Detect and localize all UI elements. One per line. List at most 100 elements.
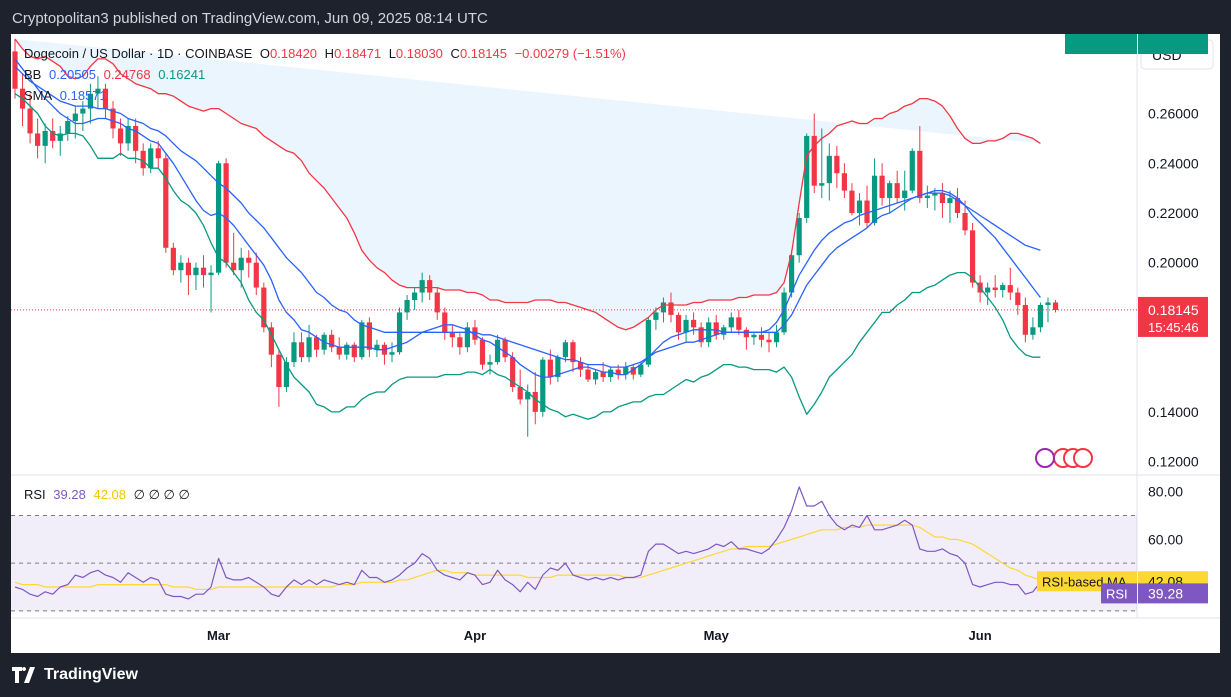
candle — [856, 193, 863, 226]
close-value: 0.18145 — [459, 46, 507, 61]
candle-body — [691, 319, 697, 328]
candle — [706, 317, 712, 348]
bb-legend[interactable]: BB 0.20505 0.24768 0.16241 — [24, 67, 209, 82]
candle-body — [638, 364, 644, 375]
candle — [140, 143, 146, 176]
candle — [932, 188, 938, 211]
bb-label: BB — [24, 67, 42, 82]
candle-body — [494, 339, 501, 363]
candle-body — [57, 133, 63, 141]
candle-body — [178, 262, 184, 271]
candle — [532, 372, 538, 425]
candle-body — [713, 322, 719, 335]
candle-body — [276, 354, 282, 387]
price-badge-value: 0.18145 — [1148, 302, 1199, 318]
candle — [110, 101, 116, 139]
candle-body — [1007, 285, 1013, 293]
candle-body — [148, 148, 154, 169]
tradingview-logo-icon — [12, 667, 38, 683]
candle — [1007, 267, 1013, 300]
grid — [11, 34, 1220, 619]
candle — [811, 113, 817, 194]
candle — [841, 163, 847, 199]
time-tick-label: Apr — [464, 628, 486, 643]
candle-body — [856, 200, 863, 213]
candle — [389, 342, 395, 363]
candle — [992, 275, 998, 298]
candle — [133, 118, 139, 164]
candle-body — [449, 332, 455, 338]
close-label: C — [450, 46, 460, 61]
candle-body — [811, 135, 817, 186]
candle-body — [50, 130, 56, 141]
candle — [1045, 297, 1051, 323]
price-badges: BB:Upper0.24768BB:Basis0.20505SMA:MA0.18… — [1035, 34, 1208, 604]
candle-body — [909, 150, 915, 191]
candle-body — [969, 230, 976, 283]
candle-body — [924, 195, 930, 199]
candle-body — [758, 334, 765, 340]
candle-body — [464, 327, 470, 348]
candle — [894, 170, 900, 204]
candle-body — [510, 357, 516, 387]
sma-line — [14, 58, 1041, 378]
publisher-bar: Cryptopolitan3 published on TradingView.… — [0, 0, 1231, 34]
candle — [864, 185, 870, 228]
rsi-badge[interactable]: RSI 39.28 — [1101, 583, 1208, 604]
bb-lower-value: 0.16241 — [158, 67, 206, 82]
price-tick-label: 0.14000 — [1148, 404, 1199, 420]
candle — [434, 287, 440, 320]
bb-lower-badge-value: 0.16241 — [1148, 34, 1199, 37]
candle-body — [27, 108, 33, 134]
candle — [766, 332, 772, 353]
candle-body — [366, 322, 372, 350]
rsi-legend[interactable]: RSI 39.28 42.08 ∅ ∅ ∅ ∅ — [24, 487, 194, 503]
candle — [902, 170, 908, 211]
candles — [12, 38, 1059, 437]
candle-body — [517, 386, 523, 400]
tradingview-brand[interactable]: TradingView — [12, 666, 138, 684]
candle-body — [117, 128, 124, 144]
candle-body — [238, 257, 244, 271]
candle-body — [645, 319, 651, 365]
candle-body — [766, 339, 772, 343]
candle-body — [434, 292, 440, 313]
candle-body — [261, 287, 267, 328]
candle — [773, 324, 780, 348]
chart-canvas[interactable]: 0.280000.260000.240000.220000.200000.140… — [11, 34, 1220, 653]
candle — [35, 118, 41, 159]
candle — [547, 349, 553, 385]
candle-body — [736, 317, 742, 330]
candle — [751, 332, 757, 345]
candle-body — [653, 312, 659, 320]
price-badge[interactable]: 0.18145 15:45:46 — [1138, 296, 1208, 337]
candle-body — [246, 257, 252, 263]
price-tick-label: 0.26000 — [1148, 106, 1199, 122]
candle — [125, 118, 131, 151]
symbol-title[interactable]: Dogecoin / US Dollar · 1D · COINBASE — [24, 46, 253, 61]
candle — [502, 337, 508, 363]
candle-body — [1052, 302, 1059, 310]
sma-legend[interactable]: SMA 0.18571 — [24, 88, 111, 103]
candle — [1022, 297, 1028, 343]
candle-body — [125, 125, 131, 144]
candle-body — [570, 342, 576, 363]
candle-body — [42, 130, 48, 146]
candle — [117, 118, 124, 156]
overlay-lines — [11, 38, 1137, 420]
bb-lower-badge[interactable]: BB:Lower 0.16241 — [1065, 34, 1208, 54]
candle — [366, 317, 372, 358]
low-value: 0.18030 — [395, 46, 443, 61]
candle — [917, 125, 923, 204]
candle-body — [1030, 327, 1036, 335]
candle — [789, 250, 795, 298]
candle — [630, 364, 636, 380]
time-tick-label: Jun — [969, 628, 992, 643]
candle-body — [298, 342, 305, 358]
candle-body — [871, 175, 878, 223]
candle-body — [283, 362, 290, 387]
candle — [819, 128, 825, 199]
candle-body — [683, 319, 689, 333]
candle-body — [947, 198, 953, 204]
candle-body — [419, 280, 425, 293]
